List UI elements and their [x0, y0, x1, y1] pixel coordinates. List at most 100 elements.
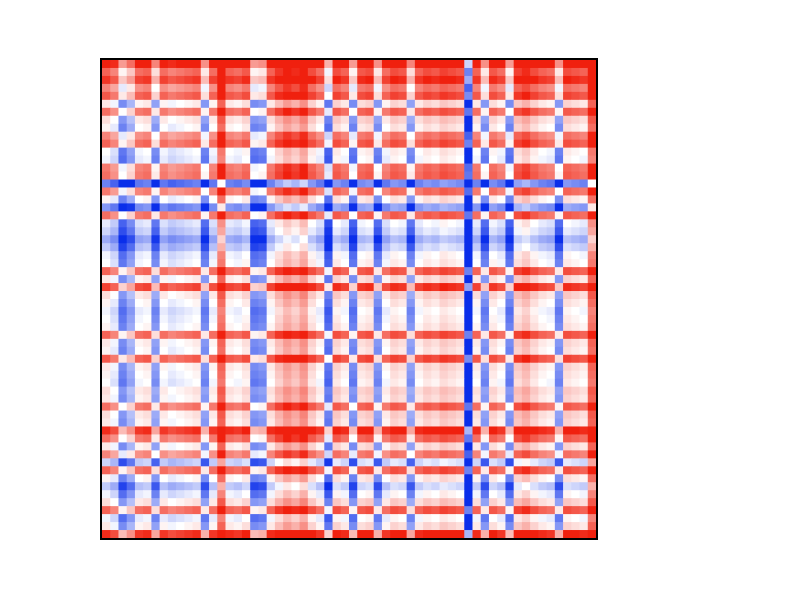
heatmap-cell: [447, 402, 457, 412]
heatmap-cell: [497, 179, 507, 189]
heatmap-cell: [456, 466, 465, 475]
heatmap-cell: [233, 370, 243, 380]
heatmap-cell: [538, 434, 548, 443]
heatmap-cell: [143, 346, 152, 356]
heatmap-cell: [151, 450, 161, 459]
heatmap-cell: [357, 171, 367, 181]
heatmap-cell: [283, 522, 292, 531]
heatmap-cell: [250, 227, 260, 236]
heatmap-cell: [102, 251, 111, 260]
heatmap-cell: [200, 251, 210, 260]
heatmap-cell: [266, 418, 276, 428]
heatmap-cell: [414, 235, 424, 244]
heatmap-cell: [538, 211, 548, 220]
heatmap-cell: [151, 434, 161, 443]
heatmap-cell: [398, 386, 408, 396]
heatmap-cell: [390, 107, 399, 117]
heatmap-cell: [324, 314, 334, 324]
heatmap-cell: [538, 426, 548, 436]
heatmap-cell: [587, 243, 596, 252]
heatmap-cell: [488, 530, 498, 538]
heatmap-cell: [513, 291, 523, 300]
heatmap-cell: [200, 83, 210, 93]
heatmap-cell: [332, 299, 342, 308]
heatmap-cell: [283, 147, 292, 157]
heatmap-cell: [176, 370, 185, 380]
heatmap-cell: [332, 450, 342, 459]
heatmap-cell: [538, 99, 548, 109]
heatmap-cell: [241, 458, 251, 467]
heatmap-cell: [554, 171, 564, 181]
heatmap-cell: [291, 394, 301, 404]
heatmap-cell: [349, 346, 358, 356]
heatmap-cell: [126, 354, 136, 364]
heatmap-cell: [423, 195, 432, 204]
heatmap-cell: [340, 275, 350, 284]
heatmap-cell: [332, 259, 342, 268]
heatmap-cell: [159, 386, 169, 396]
heatmap-cell: [381, 107, 391, 117]
heatmap-cell: [217, 83, 227, 93]
heatmap-cell: [225, 243, 235, 252]
heatmap-cell: [390, 370, 399, 380]
heatmap-cell: [530, 291, 539, 300]
heatmap-cell: [563, 370, 572, 380]
heatmap-cell: [349, 458, 358, 467]
heatmap-cell: [579, 75, 589, 85]
heatmap-cell: [233, 131, 243, 141]
heatmap-cell: [340, 203, 350, 212]
heatmap-cell: [299, 83, 309, 93]
heatmap-cell: [423, 99, 432, 109]
heatmap-cell: [299, 306, 309, 316]
heatmap-cell: [217, 267, 227, 276]
heatmap-cell: [324, 370, 334, 380]
heatmap-cell: [324, 418, 334, 428]
heatmap-cell: [456, 482, 465, 491]
heatmap-cell: [554, 283, 564, 292]
heatmap-cell: [423, 203, 432, 212]
heatmap-cell: [134, 378, 144, 388]
heatmap-cell: [291, 506, 301, 515]
heatmap-cell: [398, 243, 408, 252]
heatmap-cell: [398, 306, 408, 316]
heatmap-cell: [464, 426, 474, 436]
heatmap-cell: [373, 187, 383, 197]
heatmap-cell: [373, 227, 383, 236]
heatmap-cell: [167, 482, 177, 491]
heatmap-cell: [126, 203, 136, 212]
heatmap-cell: [505, 306, 515, 316]
heatmap-cell: [233, 482, 243, 491]
heatmap-cell: [406, 402, 416, 412]
heatmap-cell: [324, 60, 334, 69]
heatmap-cell: [554, 482, 564, 491]
heatmap-cell: [349, 450, 358, 459]
heatmap-cell: [587, 67, 596, 77]
heatmap-cell: [324, 394, 334, 404]
heatmap-cell: [349, 251, 358, 260]
heatmap-cell: [439, 60, 449, 69]
heatmap-cell: [563, 83, 572, 93]
heatmap-cell: [390, 410, 399, 420]
heatmap-cell: [381, 514, 391, 523]
heatmap-cell: [406, 330, 416, 340]
heatmap-cell: [118, 219, 128, 228]
heatmap-cell: [241, 450, 251, 459]
heatmap-cell: [381, 426, 391, 436]
heatmap-cell: [192, 322, 202, 332]
heatmap-cell: [373, 195, 383, 204]
heatmap-cell: [102, 139, 111, 149]
heatmap-cell: [340, 163, 350, 173]
heatmap-cell: [134, 227, 144, 236]
heatmap-cell: [258, 83, 268, 93]
heatmap-cell: [365, 482, 375, 491]
heatmap-cell: [456, 115, 465, 125]
heatmap-cell: [167, 458, 177, 467]
heatmap-cell: [176, 299, 185, 308]
heatmap-cell: [200, 370, 210, 380]
heatmap-cell: [513, 522, 523, 531]
heatmap-cell: [291, 131, 301, 141]
heatmap-cell: [151, 275, 161, 284]
heatmap-cell: [200, 235, 210, 244]
heatmap-cell: [209, 434, 218, 443]
heatmap-cell: [274, 458, 284, 467]
